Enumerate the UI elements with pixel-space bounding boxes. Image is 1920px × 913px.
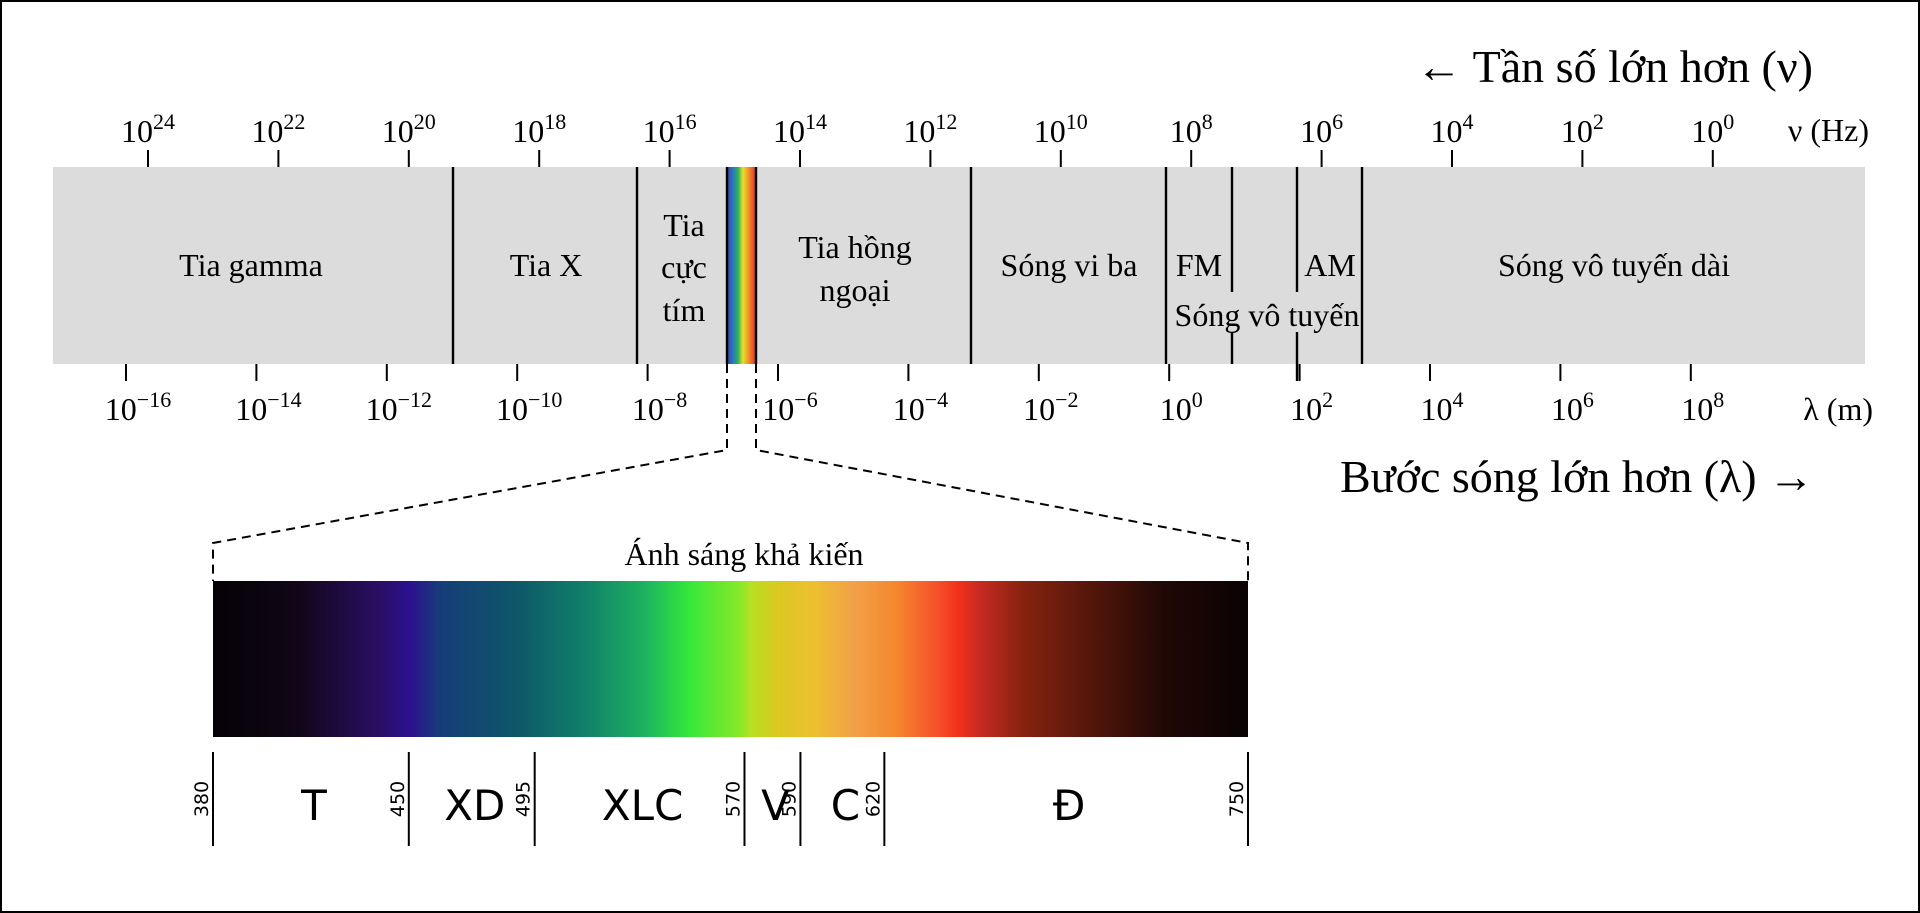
wavelength-tick-label: 10−4 [893, 387, 948, 427]
wavelength-tick-label: 102 [1290, 387, 1333, 427]
visible-color-label: XD [444, 781, 505, 830]
wavelength-tick-label: 104 [1421, 387, 1464, 427]
wavelength-tick-label: 106 [1551, 387, 1594, 427]
band-dividers [451, 167, 1364, 381]
visible-mark-label: 590 [778, 781, 800, 817]
band-label-fm: FM [1176, 247, 1222, 283]
frequency-tick-label: 100 [1691, 109, 1734, 149]
band-label-uv-line1: Tia [663, 207, 705, 243]
visible-mark-label: 620 [862, 781, 884, 817]
visible-spectrum-gradient [213, 581, 1248, 737]
band-label-xray: Tia X [510, 247, 583, 283]
zoom-connector [212, 364, 1249, 581]
band-label-am: AM [1304, 247, 1356, 283]
wavelength-tick-label: 10−16 [105, 387, 171, 427]
visible-color-label: C [831, 781, 860, 830]
band-label-uv-line2: cực [661, 249, 707, 285]
visible-mark-label: 750 [1226, 781, 1248, 817]
visible-mark-label: 380 [191, 781, 213, 817]
frequency-axis: 1024 1022 1020 1018 1016 1014 1012 1010 108 106 10… [121, 109, 1734, 167]
band-label-gamma: Tia gamma [179, 247, 323, 283]
frequency-tick-label: 1020 [382, 109, 436, 149]
visible-color-label: XLC [602, 781, 684, 830]
frequency-tick-label: 102 [1561, 109, 1604, 149]
visible-color-label: V [761, 781, 790, 830]
wavelength-tick-label: 10−14 [235, 387, 301, 427]
wavelength-direction-label: Bước sóng lớn hơn (λ) → [1340, 451, 1814, 502]
frequency-tick-label: 1022 [251, 109, 305, 149]
visible-light-title: Ánh sáng khả kiến [624, 536, 863, 572]
visible-color-labels: T XD XLC V C Đ [300, 781, 1085, 830]
frequency-tick-label: 1010 [1034, 109, 1088, 149]
band-label-infrared-line1: Tia hồng [798, 229, 912, 265]
band-label-microwave: Sóng vi ba [1001, 247, 1138, 283]
wavelength-tick-label: 10−8 [632, 387, 687, 427]
wavelength-tick-label: 10−12 [366, 387, 432, 427]
frequency-tick-label: 106 [1300, 109, 1343, 149]
visible-mark-label: 495 [513, 781, 535, 817]
band-labels: Tia gamma Tia X Tia cực tím Tia hồng ngo… [179, 207, 1730, 333]
wavelength-tick-label: 10−6 [762, 387, 817, 427]
band-label-long-radio: Sóng vô tuyến dài [1498, 247, 1730, 283]
wavelength-tick-label: 100 [1160, 387, 1203, 427]
visible-color-label: Đ [1053, 781, 1086, 830]
frequency-tick-label: 108 [1170, 109, 1213, 149]
band-label-infrared-line2: ngoại [819, 272, 890, 308]
visible-wavelength-marks: 380 450 495 570 590 620 750 [191, 752, 1249, 846]
frequency-direction-label: ← Tần số lớn hơn (ν) [1416, 41, 1813, 92]
frequency-tick-label: 1016 [643, 109, 697, 149]
visible-mark-label: 450 [387, 781, 409, 817]
mini-visible-rainbow [727, 167, 756, 364]
frequency-tick-label: 1024 [121, 109, 175, 149]
frequency-tick-label: 104 [1431, 109, 1474, 149]
frequency-unit-label: ν (Hz) [1788, 112, 1869, 148]
frequency-tick-label: 1012 [903, 109, 957, 149]
wavelength-tick-label: 10−2 [1023, 387, 1078, 427]
frequency-tick-label: 1014 [773, 109, 827, 149]
wavelength-tick-label: 108 [1681, 387, 1724, 427]
visible-mark-label: 570 [722, 781, 744, 817]
wavelength-axis: 10−16 10−14 10−12 10−10 10−8 10−6 10−4 10−2 100 1… [105, 364, 1724, 427]
band-label-uv-line3: tím [663, 292, 706, 328]
frequency-tick-label: 1018 [512, 109, 566, 149]
wavelength-unit-label: λ (m) [1803, 391, 1873, 427]
spectrum-band-bar [53, 167, 1865, 364]
wavelength-tick-label: 10−10 [496, 387, 562, 427]
band-label-radio: Sóng vô tuyến [1175, 297, 1360, 333]
visible-color-label: T [300, 781, 327, 830]
